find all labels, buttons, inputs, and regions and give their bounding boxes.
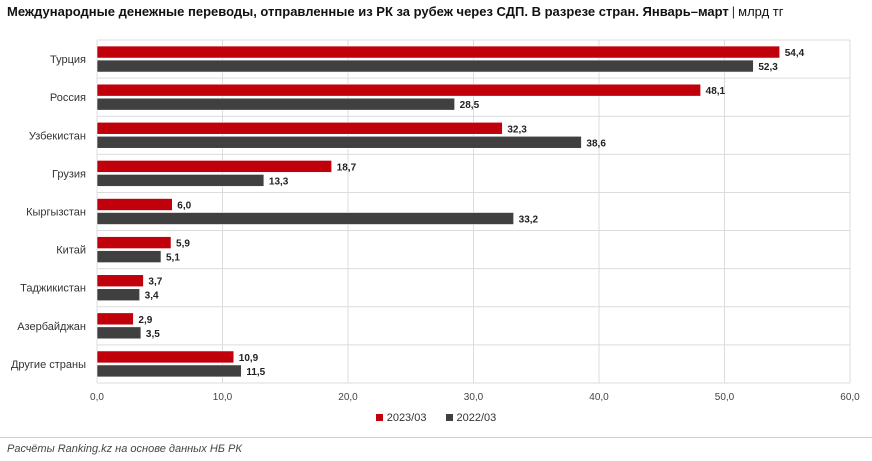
category-label: Россия: [50, 92, 86, 104]
data-label-2022: 3,5: [146, 329, 160, 340]
title-text: Международные денежные переводы, отправл…: [7, 4, 729, 19]
bar-2023: [96, 198, 173, 211]
bar-2023: [96, 350, 235, 364]
bar-2022: [96, 364, 242, 378]
bar-2022: [96, 97, 455, 111]
bar-2023: [96, 312, 134, 326]
x-tick-label: 30,0: [464, 392, 484, 403]
category-label: Кыргызстан: [26, 207, 86, 219]
bar-chart: 0,0 10,0 20,0 30,0 40,0 50,0 60,0 Турция 54,4 52,…: [11, 39, 860, 403]
title-separator: |: [731, 4, 736, 19]
legend-item-2022: 2022/03: [445, 412, 497, 424]
category-label: Азербайджан: [17, 321, 86, 333]
data-label-2023: 32,3: [507, 124, 527, 135]
bar-2023: [96, 121, 503, 135]
data-label-2022: 38,6: [586, 138, 606, 149]
bar-2023: [96, 236, 172, 249]
category-label: Грузия: [52, 168, 86, 180]
x-tick-label: 60,0: [840, 392, 860, 403]
data-label-2022: 33,2: [519, 215, 539, 226]
data-label-2022: 28,5: [460, 100, 480, 111]
x-tick-label: 40,0: [589, 392, 609, 403]
category-label: Таджикистан: [20, 283, 86, 295]
x-tick-label: 0,0: [90, 392, 104, 403]
data-label-2023: 18,7: [337, 162, 357, 173]
bar-2022: [96, 174, 265, 187]
data-label-2022: 52,3: [758, 62, 778, 73]
legend-label-2023: 2023/03: [386, 412, 427, 424]
legend-swatch-2022: [445, 414, 453, 421]
category-label: Китай: [56, 245, 86, 257]
chart-title: Международные денежные переводы, отправл…: [7, 4, 784, 19]
bar-2022: [96, 59, 754, 73]
data-label-2023: 5,9: [176, 239, 190, 250]
legend-swatch-2023: [375, 414, 383, 421]
bar-2022: [96, 288, 140, 302]
footer-divider: [0, 437, 872, 438]
bar-2023: [96, 83, 701, 97]
bar-2023: [96, 160, 332, 173]
x-tick-label: 20,0: [338, 392, 358, 403]
bar-2023: [96, 45, 781, 59]
legend-item-2023: 2023/03: [375, 412, 427, 424]
data-label-2023: 6,0: [177, 201, 191, 212]
category-label: Узбекистан: [29, 130, 86, 142]
data-label-2023: 10,9: [239, 353, 259, 364]
bar-2022: [96, 326, 142, 340]
bar-2022: [96, 212, 514, 225]
bar-2022: [96, 250, 162, 263]
data-label-2023: 48,1: [706, 86, 726, 97]
data-label-2022: 3,4: [145, 291, 159, 302]
bar-2022: [96, 135, 582, 149]
legend: 2023/03 2022/03: [0, 412, 872, 424]
title-unit: млрд тг: [738, 4, 784, 19]
data-label-2023: 3,7: [148, 277, 162, 288]
data-label-2023: 2,9: [138, 315, 152, 326]
data-label-2022: 11,5: [246, 367, 265, 378]
x-tick-label: 50,0: [715, 392, 735, 403]
legend-label-2022: 2022/03: [456, 412, 497, 424]
category-label: Турция: [50, 54, 86, 66]
data-label-2022: 13,3: [269, 176, 289, 187]
x-tick-label: 10,0: [213, 392, 233, 403]
data-label-2023: 54,4: [785, 48, 805, 59]
bar-2023: [96, 274, 144, 288]
source-note: Расчёты Ranking.kz на основе данных НБ Р…: [7, 443, 242, 455]
category-label: Другие страны: [11, 359, 86, 371]
data-label-2022: 5,1: [166, 253, 180, 264]
